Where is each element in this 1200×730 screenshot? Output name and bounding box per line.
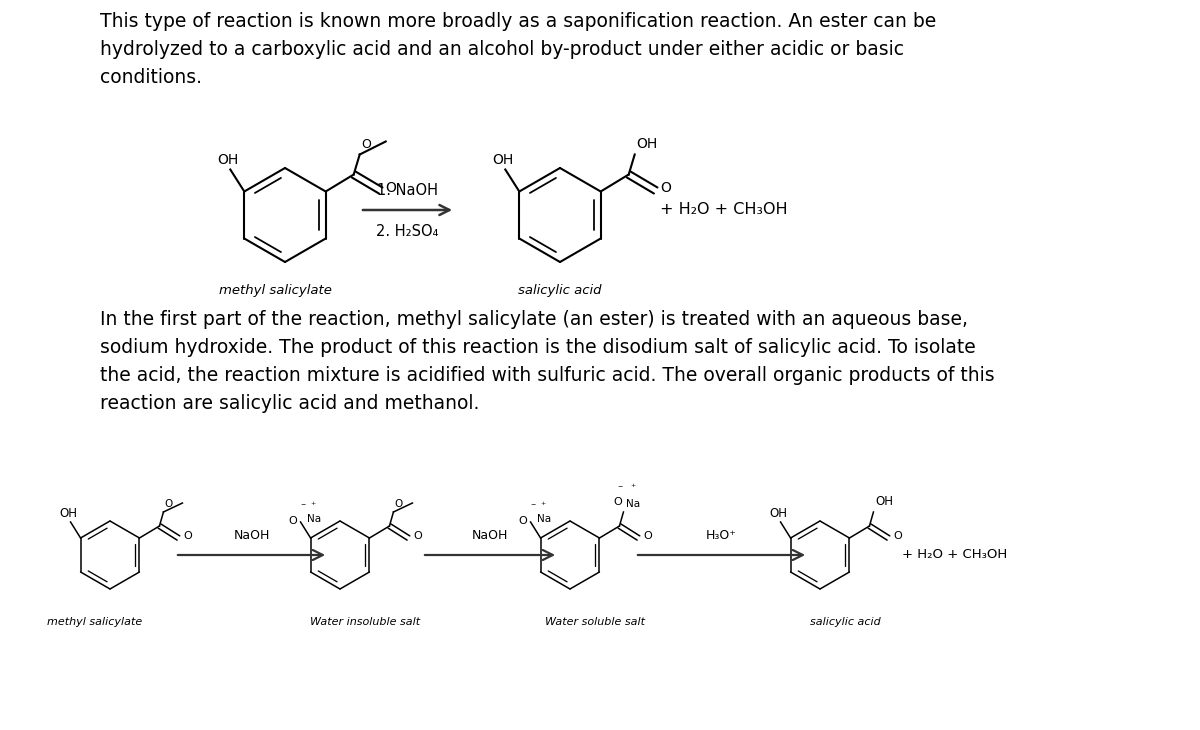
Text: OH: OH <box>637 137 658 150</box>
Text: O: O <box>894 531 902 541</box>
Text: O: O <box>518 516 528 526</box>
Text: O: O <box>184 531 192 541</box>
Text: OH: OH <box>876 495 894 508</box>
Text: O: O <box>361 137 372 150</box>
Text: salicylic acid: salicylic acid <box>518 284 601 297</box>
Text: O: O <box>643 531 652 541</box>
Text: OH: OH <box>493 153 514 166</box>
Text: + H₂O + CH₃OH: + H₂O + CH₃OH <box>660 202 787 218</box>
Text: $^-$: $^-$ <box>528 501 536 510</box>
Text: OH: OH <box>769 507 787 520</box>
Text: H₃O⁺: H₃O⁺ <box>706 529 737 542</box>
Text: O: O <box>395 499 403 509</box>
Text: O: O <box>385 182 396 196</box>
Text: This type of reaction is known more broadly as a saponification reaction. An est: This type of reaction is known more broa… <box>100 12 936 87</box>
Text: methyl salicylate: methyl salicylate <box>218 284 331 297</box>
Text: Water insoluble salt: Water insoluble salt <box>310 617 420 627</box>
Text: $^-$: $^-$ <box>617 483 624 492</box>
Text: In the first part of the reaction, methyl salicylate (an ester) is treated with : In the first part of the reaction, methy… <box>100 310 995 413</box>
Text: $^+$: $^+$ <box>308 501 317 510</box>
Text: Na: Na <box>626 499 641 509</box>
Text: $^+$: $^+$ <box>630 483 637 492</box>
Text: O: O <box>661 182 672 196</box>
Text: OH: OH <box>217 153 239 166</box>
Text: $^+$: $^+$ <box>539 501 546 510</box>
Text: + H₂O + CH₃OH: + H₂O + CH₃OH <box>902 548 1007 561</box>
Text: O: O <box>164 499 173 509</box>
Text: 2. H₂SO₄: 2. H₂SO₄ <box>377 224 439 239</box>
Text: NaOH: NaOH <box>472 529 508 542</box>
Text: 1. NaOH: 1. NaOH <box>377 183 438 198</box>
Text: $^-$: $^-$ <box>299 501 306 510</box>
Text: Na: Na <box>306 514 320 524</box>
Text: O: O <box>414 531 422 541</box>
Text: O: O <box>613 497 623 507</box>
Text: Na: Na <box>536 514 551 524</box>
Text: Water soluble salt: Water soluble salt <box>545 617 646 627</box>
Text: OH: OH <box>60 507 78 520</box>
Text: O: O <box>289 516 298 526</box>
Text: methyl salicylate: methyl salicylate <box>47 617 143 627</box>
Text: salicylic acid: salicylic acid <box>810 617 881 627</box>
Text: NaOH: NaOH <box>233 529 270 542</box>
